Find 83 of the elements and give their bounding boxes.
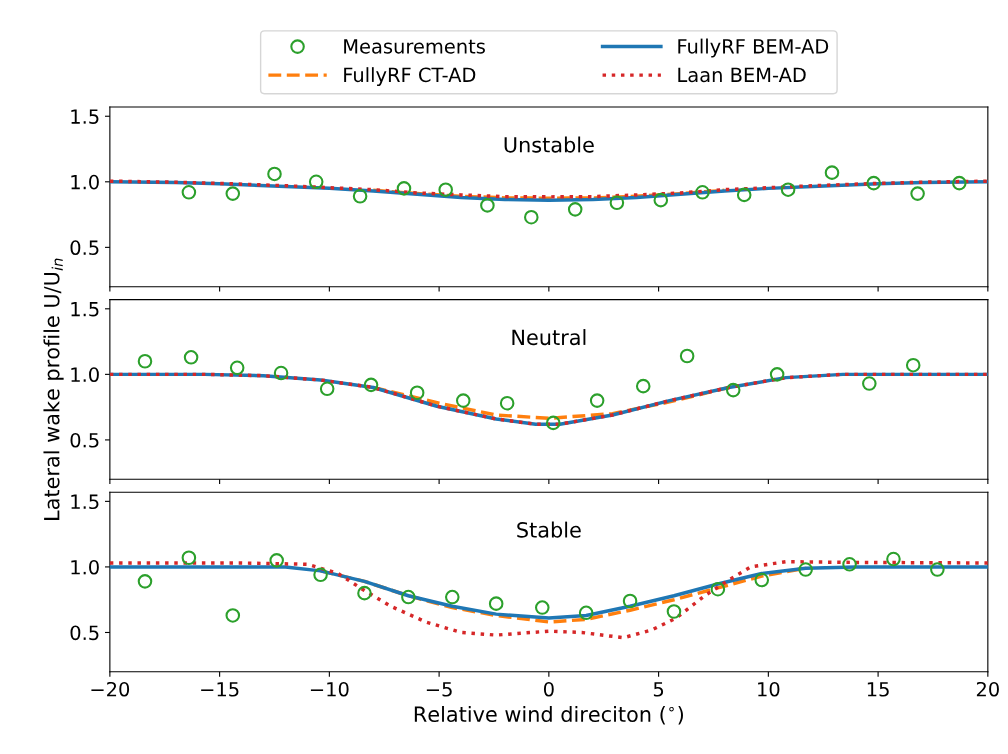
point xyxy=(780,182,796,197)
line-series xyxy=(109,559,988,640)
point xyxy=(695,185,710,200)
point xyxy=(357,585,372,601)
y-tick-label: 1.5 xyxy=(71,302,99,317)
point xyxy=(225,608,241,623)
point xyxy=(137,353,153,369)
x-tick-label: −20 xyxy=(91,681,130,697)
point xyxy=(710,581,726,597)
point xyxy=(352,188,368,204)
point xyxy=(910,186,925,201)
x-axis-title: Relative wind direciton ($^{∘}$) xyxy=(414,705,684,725)
point xyxy=(736,187,752,203)
point xyxy=(137,574,153,589)
point xyxy=(480,198,495,213)
point xyxy=(886,551,901,567)
y-tick-label: 1.0 xyxy=(71,174,99,190)
y-tick-label: 0.5 xyxy=(70,240,99,256)
y-tick-label: 1.5 xyxy=(71,494,99,510)
y-tick-label: 1.5 xyxy=(71,109,99,124)
point xyxy=(225,186,241,201)
y-tick-label: 1.0 xyxy=(71,367,99,383)
legend-label: Laan BEM-AD xyxy=(678,67,806,83)
x-tick-label: 5 xyxy=(653,682,664,697)
point xyxy=(842,557,857,572)
point xyxy=(319,381,335,397)
x-tick-label: 20 xyxy=(976,681,999,697)
text: Neutral xyxy=(512,329,586,346)
y-axis-title: Lateral wake profile U/U$_{in}$ xyxy=(43,258,64,520)
point xyxy=(769,367,785,382)
x-tick-label: 10 xyxy=(758,681,780,697)
point xyxy=(229,360,245,376)
point xyxy=(455,393,471,408)
point xyxy=(269,553,284,568)
point xyxy=(273,365,289,381)
point xyxy=(725,382,741,398)
point xyxy=(635,378,651,394)
legend-label: FullyRF BEM-AD xyxy=(678,38,829,58)
point xyxy=(666,604,682,619)
point xyxy=(952,175,967,191)
point xyxy=(488,596,504,611)
point xyxy=(181,185,197,200)
point xyxy=(622,593,638,609)
text: Stable xyxy=(517,521,581,538)
point xyxy=(524,209,539,225)
point xyxy=(396,181,412,196)
point xyxy=(267,166,282,182)
point xyxy=(183,350,199,365)
point xyxy=(308,174,324,190)
text: Unstable xyxy=(504,136,594,153)
point xyxy=(862,376,877,391)
x-tick-label: −10 xyxy=(310,681,349,697)
point xyxy=(866,175,881,191)
point xyxy=(534,600,550,615)
y-tick-label: 0.5 xyxy=(70,625,99,641)
point xyxy=(438,182,453,197)
point xyxy=(363,377,379,393)
point xyxy=(313,567,328,583)
point xyxy=(609,195,625,211)
point xyxy=(905,357,921,373)
point xyxy=(754,572,770,588)
x-tick-label: −15 xyxy=(201,682,239,697)
legend-label: FullyRF CT-AD xyxy=(344,67,476,86)
point xyxy=(589,393,605,408)
point xyxy=(409,385,425,401)
y-tick-label: 0.5 xyxy=(70,432,99,448)
y-tick-label: 1.0 xyxy=(71,559,99,575)
point xyxy=(653,192,669,208)
legend-label: Measurements xyxy=(344,39,485,54)
point xyxy=(798,562,813,577)
point xyxy=(824,165,840,180)
point xyxy=(679,348,695,364)
point xyxy=(545,415,561,431)
point xyxy=(930,562,945,577)
x-tick-label: 0 xyxy=(543,681,554,697)
point xyxy=(578,605,594,621)
point xyxy=(444,589,460,605)
point xyxy=(499,395,515,411)
x-tick-label: 15 xyxy=(867,682,889,697)
point xyxy=(401,589,416,605)
x-tick-label: −5 xyxy=(426,682,452,697)
point xyxy=(181,550,197,566)
point xyxy=(567,202,583,217)
